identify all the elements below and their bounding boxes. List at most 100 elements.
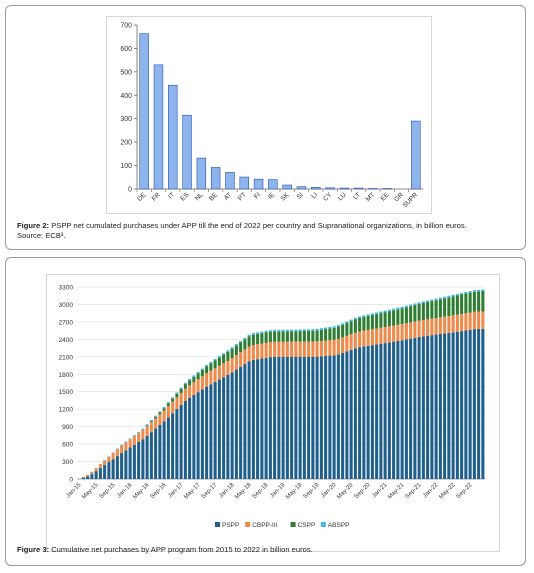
bar-segment-cspp	[307, 330, 311, 342]
bar-segment-abspp	[128, 438, 132, 440]
x-tick-label: BE	[208, 191, 220, 203]
bar-segment-pspp	[217, 379, 221, 479]
bar-segment-abspp	[132, 435, 136, 437]
bar-segment-abspp	[434, 298, 438, 301]
bar-segment-cbpp-iii	[81, 476, 85, 478]
bar-segment-cspp	[417, 304, 421, 321]
legend-label-abspp: ABSPP	[328, 522, 350, 529]
bar-segment-abspp	[183, 382, 187, 385]
bar-segment-cbpp-iii	[124, 442, 128, 451]
figure-2-caption-source: Source: ECB³.	[17, 231, 66, 240]
bar-segment-pspp	[285, 356, 289, 479]
bar-segment-abspp	[217, 356, 221, 358]
bar-fr	[153, 64, 164, 190]
bar-segment-pspp	[324, 355, 328, 479]
y-tick-label: 300	[120, 116, 132, 123]
bar-segment-abspp	[383, 310, 387, 313]
bar-segment-abspp	[447, 295, 451, 298]
bar-segment-pspp	[166, 417, 170, 479]
x-tick-label: PT	[237, 191, 248, 202]
y-tick-label: 400	[120, 93, 132, 100]
bar-segment-cbpp-iii	[145, 426, 149, 436]
bar-segment-pspp	[319, 356, 323, 479]
bar-segment-pspp	[417, 337, 421, 479]
x-tick-label: ES	[179, 191, 191, 203]
bar-segment-pspp	[251, 359, 255, 479]
bar-segment-cspp	[273, 331, 277, 342]
x-tick-label: EE	[380, 191, 392, 203]
bar-segment-cbpp-iii	[183, 388, 187, 401]
bar-segment-pspp	[90, 474, 94, 479]
bar-segment-cbpp-iii	[336, 338, 340, 355]
y-tick-label: 2700	[59, 319, 74, 326]
bar-segment-pspp	[222, 377, 226, 479]
bar-segment-abspp	[481, 289, 485, 292]
x-tick-label: LT	[352, 191, 362, 201]
bar-segment-pspp	[86, 476, 90, 479]
bar-segment-cspp	[455, 295, 459, 315]
bar-segment-abspp	[302, 329, 306, 331]
bar-segment-pspp	[290, 356, 294, 479]
bar-es	[182, 114, 192, 190]
y-tick-label: 3000	[59, 302, 74, 309]
bar-segment-cspp	[362, 317, 366, 331]
bar-segment-cspp	[239, 342, 243, 353]
bar-segment-cspp	[447, 297, 451, 316]
x-tick-label: DE	[136, 191, 148, 203]
bar-segment-cspp	[158, 412, 162, 415]
bar-segment-pspp	[111, 459, 115, 479]
bar-segment-abspp	[332, 326, 336, 328]
bar-segment-pspp	[137, 441, 141, 479]
bar-segment-cbpp-iii	[281, 341, 285, 357]
x-tick-label: May-17	[183, 482, 202, 501]
y-tick-label: 1200	[59, 407, 74, 414]
bar-segment-cspp	[345, 323, 349, 336]
bar-segment-cspp	[468, 292, 472, 313]
bar-segment-abspp	[111, 452, 115, 454]
bar-segment-abspp	[209, 361, 213, 364]
bar-segment-cspp	[217, 357, 221, 366]
bar-segment-pspp	[358, 347, 362, 479]
bar-pt	[239, 176, 249, 190]
bar-segment-cbpp-iii	[166, 406, 170, 418]
bar-segment-cbpp-iii	[379, 327, 383, 344]
bar-segment-pspp	[141, 439, 145, 479]
x-tick-label: LU	[337, 191, 348, 202]
bar-segment-abspp	[213, 359, 217, 361]
bar-segment-cspp	[481, 291, 485, 312]
bar-segment-cspp	[341, 324, 345, 338]
bar-segment-cspp	[149, 421, 153, 423]
bar-segment-abspp	[298, 329, 302, 332]
bar-segment-pspp	[477, 328, 481, 479]
figure-2-caption-text: PSPP net cumulated purchases under APP t…	[49, 221, 467, 230]
bar-segment-abspp	[413, 303, 417, 306]
bar-segment-abspp	[205, 365, 209, 367]
bar-segment-abspp	[370, 313, 374, 316]
bar-segment-abspp	[179, 387, 183, 389]
bar-segment-cbpp-iii	[319, 340, 323, 357]
bar-segment-cbpp-iii	[111, 453, 115, 460]
bar-segment-cspp	[298, 331, 302, 342]
bar-segment-abspp	[251, 333, 255, 335]
bar-segment-pspp	[234, 369, 238, 479]
bar-segment-cbpp-iii	[430, 318, 434, 336]
bar-segment-cspp	[464, 293, 468, 314]
x-tick-label: Sep-15	[99, 482, 117, 500]
bar-segment-abspp	[358, 316, 362, 319]
bar-segment-cbpp-iii	[128, 439, 132, 448]
bar-segment-pspp	[315, 356, 319, 479]
bar-segment-cbpp-iii	[443, 316, 447, 334]
bar-segment-cspp	[413, 305, 417, 322]
bar-segment-abspp	[162, 406, 166, 409]
bar-segment-cbpp-iii	[94, 468, 98, 472]
x-tick-label: AT	[223, 191, 234, 202]
bar-segment-cbpp-iii	[243, 349, 247, 365]
bar-segment-pspp	[307, 356, 311, 479]
bar-segment-abspp	[226, 350, 230, 352]
bar-segment-pspp	[332, 355, 336, 479]
bar-segment-abspp	[141, 428, 145, 430]
bar-segment-cbpp-iii	[132, 436, 136, 445]
bar-segment-cbpp-iii	[115, 449, 119, 457]
bar-segment-pspp	[349, 349, 353, 479]
bar-segment-pspp	[443, 333, 447, 479]
